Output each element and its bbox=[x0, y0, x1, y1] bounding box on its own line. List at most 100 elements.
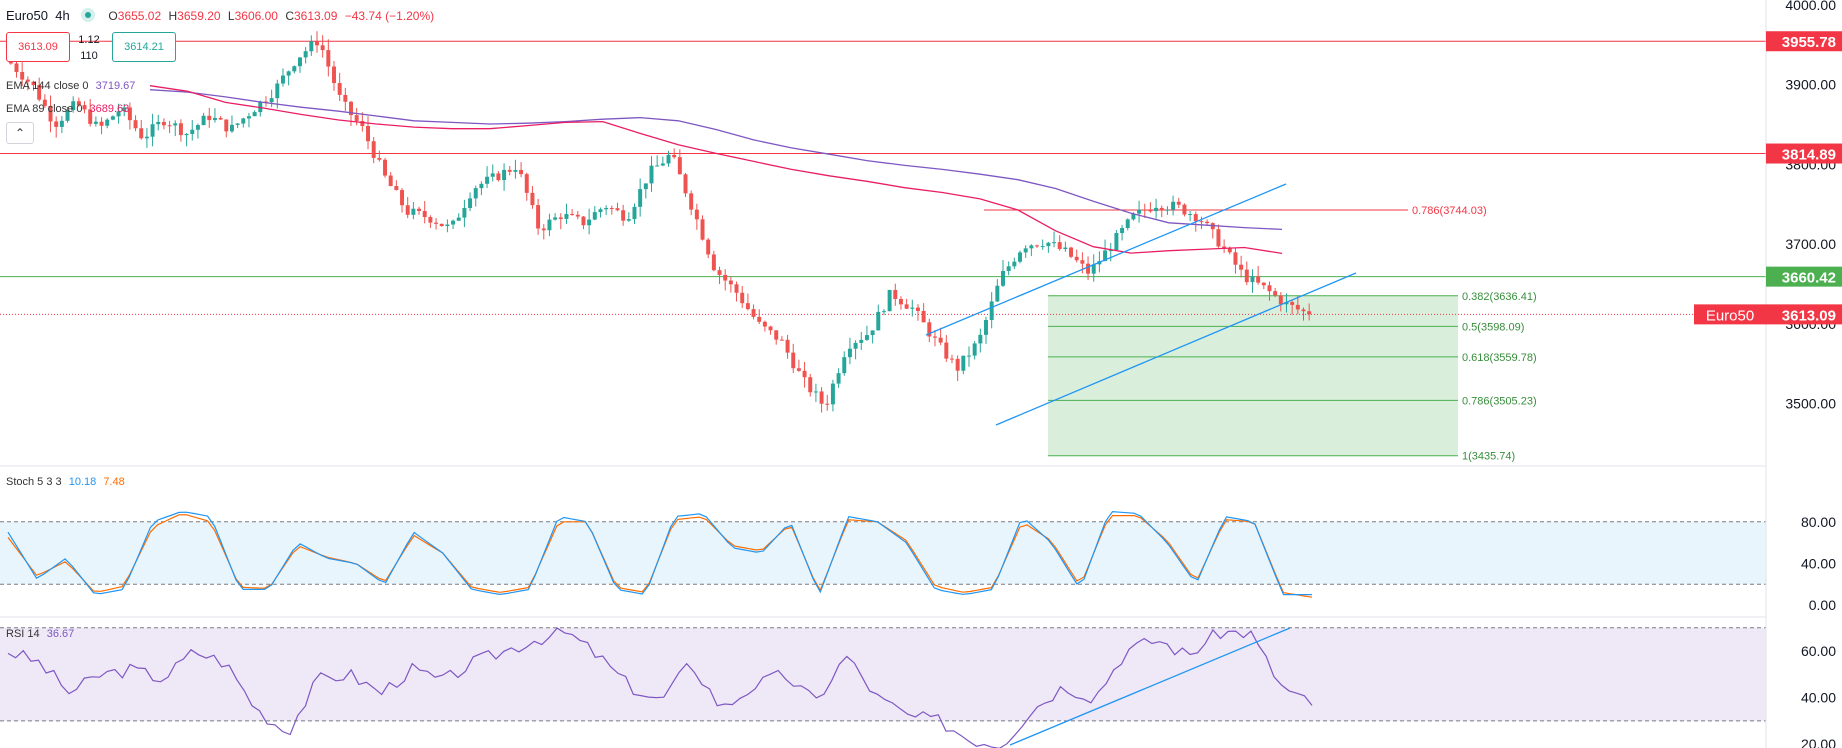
candle-body bbox=[830, 383, 835, 405]
ema89-legend[interactable]: EMA 89 close 0 3689.63 bbox=[6, 103, 133, 115]
level-price-label: 3660.42 bbox=[1782, 270, 1836, 287]
candle-body bbox=[405, 205, 410, 215]
ema144-label: EMA 144 close 0 bbox=[6, 80, 89, 92]
candle-body bbox=[275, 83, 280, 99]
fib-level-label: 0.382(3636.41) bbox=[1462, 291, 1537, 303]
candle-body bbox=[332, 66, 336, 84]
low-label: L bbox=[227, 9, 235, 23]
symbol-name-tag-label: Euro50 bbox=[1706, 307, 1754, 324]
sell-price: 3613.09 bbox=[18, 41, 58, 53]
candle-body bbox=[955, 358, 960, 371]
rsi-trendline bbox=[1009, 627, 1291, 746]
candle-body bbox=[592, 212, 597, 220]
candle-body bbox=[808, 377, 813, 393]
fib-retracement-zone bbox=[1048, 295, 1458, 456]
candle-body bbox=[893, 289, 898, 300]
candle-body bbox=[122, 107, 127, 112]
candle-body bbox=[972, 343, 977, 356]
candle-body bbox=[1074, 256, 1079, 261]
candle-body bbox=[105, 119, 110, 126]
ema144-legend[interactable]: EMA 144 close 0 3719.67 bbox=[6, 80, 139, 92]
fib-level-label: 0.786(3744.03) bbox=[1412, 205, 1487, 217]
candle-body bbox=[1086, 263, 1091, 274]
channel-upper-line bbox=[925, 183, 1287, 336]
candle-body bbox=[1023, 248, 1028, 253]
interval-label[interactable]: 4h bbox=[55, 8, 70, 23]
candle-body bbox=[25, 79, 30, 82]
candle-body bbox=[825, 403, 830, 405]
candle-body bbox=[309, 41, 314, 52]
candle-body bbox=[967, 355, 971, 357]
candle-body bbox=[71, 101, 76, 111]
candle-body bbox=[297, 57, 302, 67]
symbol-name[interactable]: Euro50 bbox=[6, 8, 48, 23]
collapse-legend-button[interactable]: ⌃ bbox=[6, 122, 34, 144]
rsi-legend[interactable]: RSI 14 36.67 bbox=[6, 628, 78, 640]
stoch-band bbox=[0, 521, 1766, 585]
candle-body bbox=[88, 109, 93, 124]
candle-body bbox=[921, 310, 926, 323]
candle-body bbox=[779, 339, 784, 341]
level-price-tag bbox=[1766, 266, 1842, 287]
candle-body bbox=[439, 223, 444, 227]
candle-body bbox=[672, 154, 677, 158]
stoch-d-value: 7.48 bbox=[103, 476, 125, 488]
candle-body bbox=[190, 129, 195, 134]
rsi-y-tick-label: 40.00 bbox=[1801, 690, 1836, 706]
rsi-pane[interactable] bbox=[0, 627, 1766, 748]
candle-body bbox=[853, 342, 858, 349]
candle-body bbox=[150, 124, 155, 137]
candle-body bbox=[280, 75, 285, 84]
candle-body bbox=[836, 373, 841, 384]
stoch-k-value: 10.18 bbox=[68, 476, 97, 488]
candle-body bbox=[496, 173, 501, 181]
candle-body bbox=[847, 348, 852, 358]
candle-body bbox=[1091, 264, 1096, 274]
chevron-up-icon: ⌃ bbox=[14, 126, 26, 140]
candle-body bbox=[802, 370, 807, 378]
candle-body bbox=[944, 342, 949, 359]
candle-body bbox=[1176, 201, 1181, 205]
candle-body bbox=[1001, 270, 1005, 286]
rsi-value: 36.67 bbox=[46, 628, 75, 640]
ohlc-legend: Euro50 4h O3655.02 H3659.20 L3606.00 C36… bbox=[6, 8, 438, 23]
candle-body bbox=[1125, 219, 1130, 229]
candle-body bbox=[768, 326, 773, 331]
candle-body bbox=[218, 117, 223, 120]
candle-body bbox=[615, 208, 620, 211]
candle-body bbox=[54, 121, 59, 127]
main-price-pane[interactable]: 0.786(3744.03) 0.382(3636.41) 0.5(3598.09)… bbox=[0, 31, 1766, 463]
candle-body bbox=[1131, 213, 1136, 220]
low-value: 3606.00 bbox=[234, 9, 278, 23]
candle-body bbox=[819, 391, 824, 404]
candle-body bbox=[1108, 250, 1113, 252]
candle-body bbox=[1012, 261, 1017, 267]
candle-body bbox=[1256, 276, 1261, 283]
candle-body bbox=[1114, 233, 1119, 251]
close-label: C bbox=[285, 9, 294, 23]
candle-body bbox=[1239, 264, 1244, 270]
candle-body bbox=[315, 41, 319, 46]
candle-body bbox=[93, 121, 98, 124]
sell-button[interactable]: 3613.09 bbox=[6, 32, 70, 62]
candle-body bbox=[978, 334, 983, 344]
candle-body bbox=[558, 217, 563, 219]
candle-body bbox=[689, 193, 694, 210]
candle-body bbox=[207, 115, 212, 121]
candle-body bbox=[156, 121, 161, 125]
candle-body bbox=[252, 112, 257, 117]
candle-body bbox=[1227, 248, 1232, 253]
candle-body bbox=[110, 116, 115, 120]
stoch-pane[interactable] bbox=[0, 510, 1766, 598]
buy-button[interactable]: 3614.21 bbox=[112, 32, 176, 62]
candle-body bbox=[949, 358, 954, 360]
candle-body bbox=[422, 211, 427, 218]
candle-body bbox=[762, 321, 767, 327]
change-value: −43.74 (−1.20%) bbox=[344, 9, 435, 23]
candle-body bbox=[927, 322, 932, 337]
candle-body bbox=[655, 165, 660, 167]
candle-body bbox=[1018, 252, 1023, 262]
stoch-legend[interactable]: Stoch 5 3 3 10.18 7.48 bbox=[6, 476, 129, 488]
